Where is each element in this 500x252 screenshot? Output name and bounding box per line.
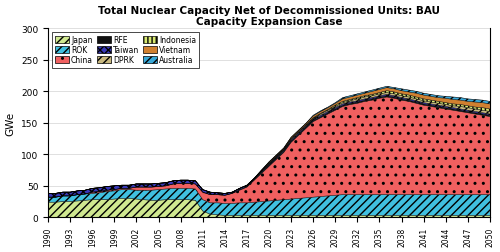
Y-axis label: GWe: GWe: [6, 111, 16, 135]
Legend: Japan, ROK, China, RFE, Taiwan, DPRK, Indonesia, Vietnam, Australia: Japan, ROK, China, RFE, Taiwan, DPRK, In…: [52, 33, 199, 68]
Title: Total Nuclear Capacity Net of Decommissioned Units: BAU
Capacity Expansion Case: Total Nuclear Capacity Net of Decommissi…: [98, 6, 440, 27]
